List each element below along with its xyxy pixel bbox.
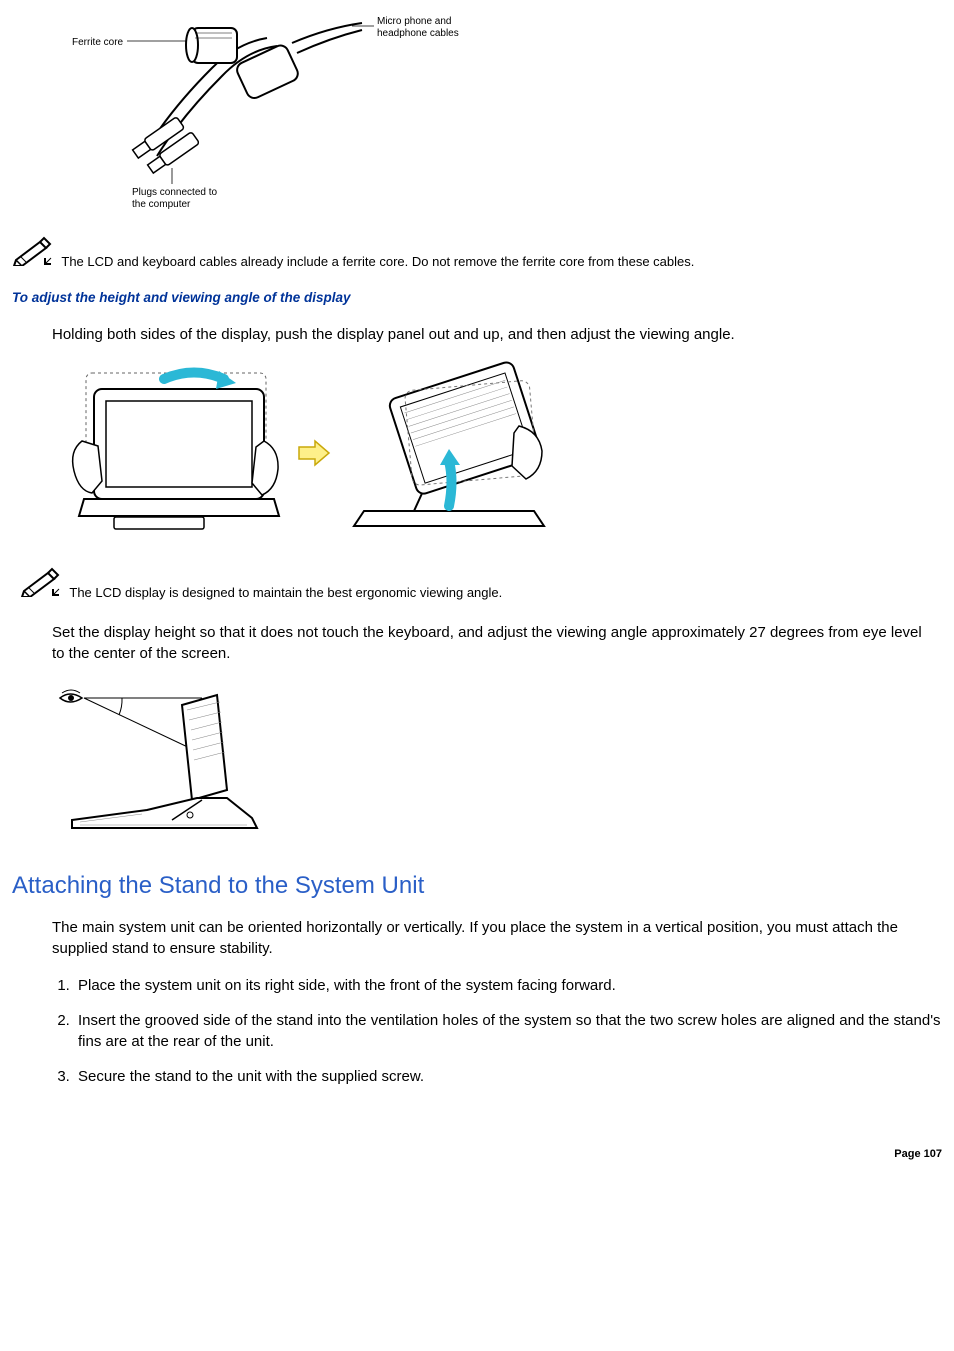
heading-attaching-stand: Attaching the Stand to the System Unit — [12, 869, 942, 903]
para-system-orientation: The main system unit can be oriented hor… — [52, 917, 930, 959]
viewing-angle-diagram — [52, 680, 942, 846]
display-adjust-svg — [64, 361, 564, 541]
stand-instructions-list: Place the system unit on its right side,… — [52, 975, 942, 1087]
note-text-1: The LCD and keyboard cables already incl… — [61, 254, 694, 269]
note-ferrite-cables: The LCD and keyboard cables already incl… — [12, 236, 942, 271]
list-item: Place the system unit on its right side,… — [74, 975, 942, 996]
pencil-note-icon — [12, 236, 54, 271]
pencil-note-icon — [20, 567, 62, 602]
display-adjust-diagram — [64, 361, 942, 547]
para-display-height: Set the display height so that it does n… — [52, 622, 930, 664]
list-item: Insert the grooved side of the stand int… — [74, 1010, 942, 1052]
ferrite-svg — [72, 8, 492, 218]
note-text-2: The LCD display is designed to maintain … — [69, 585, 502, 600]
para-holding-display: Holding both sides of the display, push … — [52, 324, 930, 345]
ferrite-diagram: Ferrite core Micro phone and headphone c… — [72, 8, 492, 218]
page-number: Page 107 — [12, 1147, 942, 1162]
viewing-angle-svg — [52, 680, 272, 840]
list-item: Secure the stand to the unit with the su… — [74, 1066, 942, 1087]
subheading-adjust-display: To adjust the height and viewing angle o… — [12, 289, 942, 308]
note-ergonomic: The LCD display is designed to maintain … — [20, 567, 942, 602]
